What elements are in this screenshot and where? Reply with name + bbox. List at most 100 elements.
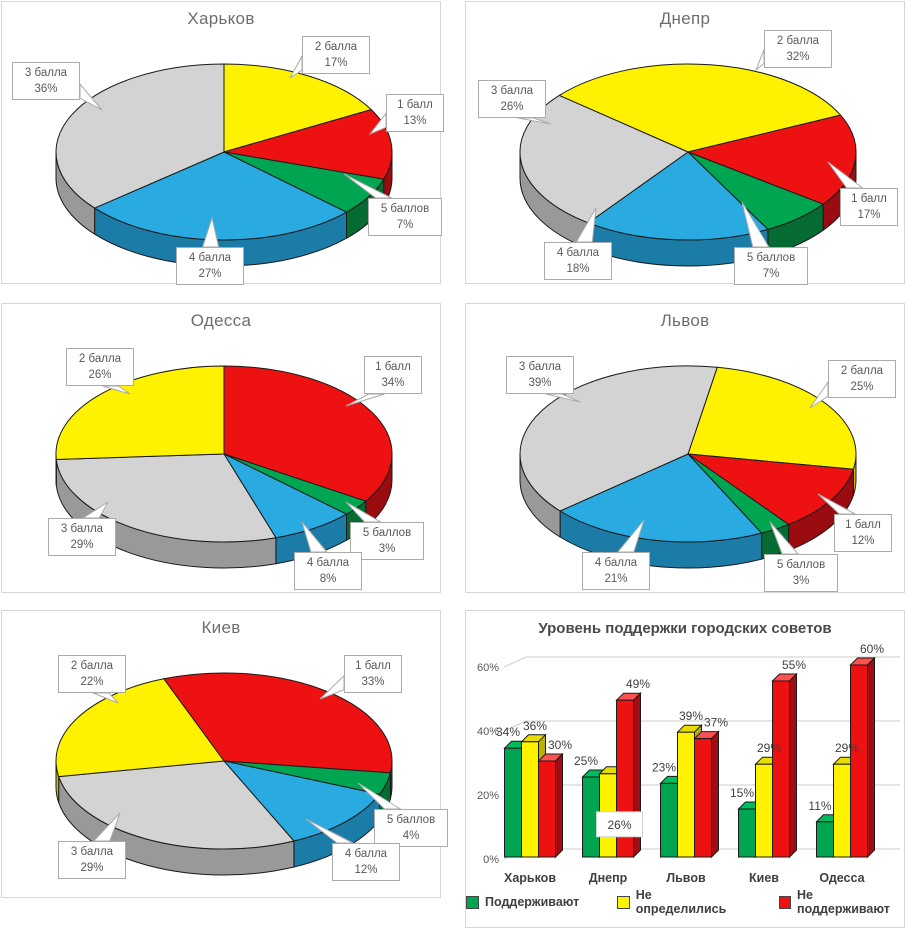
- pie-panel-dnepr: Днепр 2 балла 32% 3 балла 26% 1 балл 17% 4 бал…: [465, 1, 905, 285]
- pie-label-category: 3 балла: [24, 67, 68, 79]
- bar-side-face: [555, 752, 563, 859]
- pie-data-label: 3 балла 29%: [48, 518, 116, 556]
- legend-label: Поддерживают: [485, 895, 580, 909]
- bar-value-label: 25%: [574, 754, 598, 768]
- bar-value-label: 36%: [523, 719, 547, 733]
- pie-title: Одесса: [190, 311, 252, 330]
- bar-side-face: [867, 656, 875, 859]
- bar: [738, 808, 756, 858]
- pie-label-value: 39%: [528, 377, 552, 389]
- pie-label-category: 2 балла: [840, 365, 884, 377]
- legend-label: Не поддерживают: [797, 888, 890, 916]
- pie-data-label: 1 балл 13%: [386, 94, 444, 132]
- pie-slice: [55, 453, 277, 543]
- bar: [521, 741, 539, 858]
- pie-slice: [58, 760, 295, 850]
- pie-label-category: 4 балла: [306, 557, 350, 569]
- pie-label-value: 3%: [792, 575, 810, 587]
- pie-chart-canvas: [55, 55, 393, 267]
- y-axis-tick-label: 0%: [483, 854, 499, 866]
- pie-data-label: 2 балла 25%: [828, 360, 896, 398]
- x-axis-category-label: Харьков: [504, 871, 556, 885]
- legend-swatch-icon: [778, 895, 792, 909]
- pie-label-category: 3 балла: [518, 361, 562, 373]
- pie-label-category: 3 балла: [490, 85, 534, 97]
- pie-data-label: 2 балла 22%: [58, 655, 126, 693]
- pie-chart-canvas: [519, 365, 857, 569]
- bar-side-face: [789, 672, 797, 859]
- pie-label-value: 8%: [319, 573, 337, 585]
- pie-slice: [55, 678, 225, 778]
- label-callout-pointer: [754, 49, 765, 72]
- pie-data-label: 5 баллов 3%: [764, 554, 838, 592]
- label-callout-pointer: [517, 117, 552, 125]
- y-axis-tick-label: 20%: [477, 790, 499, 802]
- bar-panel-support-level: Уровень поддержки городских советов 0% 20…: [465, 610, 905, 928]
- pie-label-category: 5 баллов: [386, 814, 436, 826]
- bar: [694, 738, 712, 858]
- y-axis-tick-label: 60%: [477, 662, 499, 674]
- pie-title: Киев: [201, 618, 241, 637]
- pie-label-value: 26%: [500, 101, 524, 113]
- pie-label-category: 1 балл: [397, 99, 433, 111]
- bar-value-label: 39%: [679, 709, 703, 723]
- bar-value-label: 30%: [548, 738, 572, 752]
- pie-label-category: 1 балл: [375, 361, 411, 373]
- bar: [504, 747, 522, 858]
- label-callout-pointer: [102, 385, 131, 395]
- x-axis-category-label: Львов: [666, 871, 706, 885]
- pie-label-category: 5 баллов: [380, 203, 430, 215]
- legend-item: Не определились: [617, 888, 740, 916]
- pie-label-value: 17%: [324, 57, 348, 69]
- x-axis-category-label: Днепр: [589, 871, 628, 885]
- pie-label-value: 12%: [851, 535, 875, 547]
- pie-data-label: 4 балла 21%: [582, 552, 650, 590]
- pie-label-category: 4 балла: [344, 848, 388, 860]
- bar-value-label: 37%: [704, 716, 728, 730]
- gridline: [503, 656, 900, 668]
- bar: [772, 680, 790, 858]
- pie-label-value: 13%: [403, 115, 427, 127]
- bar: [850, 664, 868, 858]
- pie-label-category: 5 баллов: [362, 527, 412, 539]
- legend-item: Поддерживают: [466, 888, 579, 916]
- bar-side-face: [711, 730, 719, 859]
- pie-slice: [558, 63, 841, 153]
- pie-data-label: 1 балл 17%: [840, 188, 898, 226]
- pie-slice: [687, 114, 857, 205]
- pie-data-label: 4 балла 8%: [294, 552, 362, 590]
- pie-label-value: 26%: [88, 369, 112, 381]
- legend-swatch-icon: [617, 895, 630, 909]
- bar-value-label: 26%: [607, 818, 631, 832]
- pie-label-value: 22%: [80, 676, 104, 688]
- y-axis-tick-label: 40%: [477, 726, 499, 738]
- label-callout-pointer: [92, 692, 119, 704]
- pie-data-label: 2 балла 32%: [764, 30, 832, 68]
- pie-label-value: 7%: [396, 219, 414, 231]
- pie-label-category: 3 балла: [70, 846, 114, 858]
- pie-label-value: 36%: [34, 83, 58, 95]
- pie-chart-canvas: [517, 49, 865, 267]
- bar: [538, 760, 556, 858]
- bar-value-label: 29%: [835, 741, 859, 755]
- pie-label-category: 4 балла: [594, 557, 638, 569]
- pie-label-value: 29%: [80, 862, 104, 874]
- pie-label-value: 27%: [198, 268, 222, 280]
- bar-chart-canvas: 0% 20% 40% 60% Харьков Днепр Львов Киев Одесса 34…: [477, 642, 900, 885]
- pie-label-value: 7%: [762, 268, 780, 280]
- pie-label-category: 1 балл: [851, 193, 887, 205]
- pie-data-label: 4 балла 12%: [332, 843, 400, 881]
- bar-value-label: 29%: [757, 741, 781, 755]
- pie-slice: [687, 366, 857, 470]
- pie-slice: [223, 63, 372, 153]
- pie-label-value: 18%: [566, 263, 590, 275]
- pie-panel-kiev: Киев 2 балла 22% 1 балл 33% 5 баллов 4% 4 балл…: [1, 610, 448, 898]
- pie-data-label: 2 балла 17%: [302, 36, 370, 74]
- pie-label-category: 5 баллов: [776, 559, 826, 571]
- pie-title: Львов: [660, 311, 710, 330]
- bar-value-label: 49%: [626, 677, 650, 691]
- pie-data-label: 4 балла 27%: [176, 247, 244, 285]
- pie-panel-lvov: Львов 3 балла 39% 2 балла 25% 1 балл 12% 5 бал…: [465, 303, 905, 593]
- pie-data-label: 1 балл 12%: [834, 514, 892, 552]
